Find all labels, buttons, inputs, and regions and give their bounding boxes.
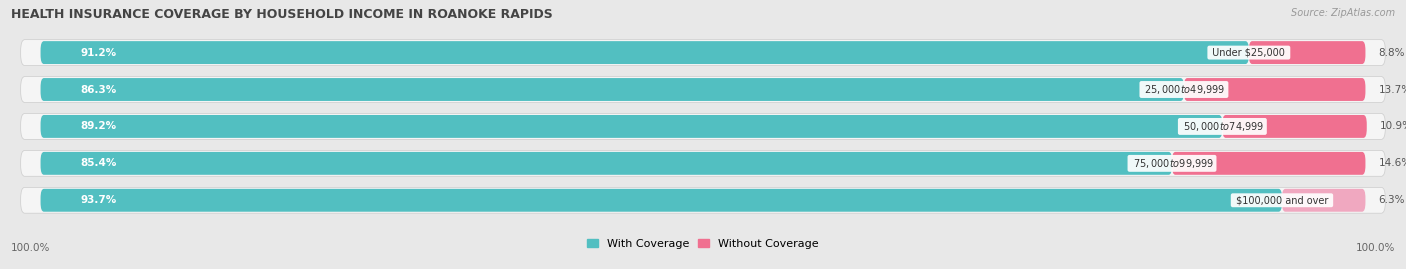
FancyBboxPatch shape bbox=[1222, 115, 1367, 138]
FancyBboxPatch shape bbox=[21, 150, 1385, 176]
Legend: With Coverage, Without Coverage: With Coverage, Without Coverage bbox=[588, 239, 818, 249]
Text: 91.2%: 91.2% bbox=[80, 48, 117, 58]
Text: 89.2%: 89.2% bbox=[80, 121, 117, 132]
Text: 86.3%: 86.3% bbox=[80, 84, 117, 94]
Text: $25,000 to $49,999: $25,000 to $49,999 bbox=[1142, 83, 1226, 96]
FancyBboxPatch shape bbox=[21, 114, 1385, 139]
FancyBboxPatch shape bbox=[41, 115, 1222, 138]
FancyBboxPatch shape bbox=[41, 152, 1173, 175]
Text: HEALTH INSURANCE COVERAGE BY HOUSEHOLD INCOME IN ROANOKE RAPIDS: HEALTH INSURANCE COVERAGE BY HOUSEHOLD I… bbox=[11, 8, 553, 21]
FancyBboxPatch shape bbox=[41, 189, 1282, 212]
Text: $100,000 and over: $100,000 and over bbox=[1233, 195, 1331, 205]
Text: 100.0%: 100.0% bbox=[11, 243, 51, 253]
Text: 100.0%: 100.0% bbox=[1355, 243, 1395, 253]
Text: 85.4%: 85.4% bbox=[80, 158, 117, 168]
FancyBboxPatch shape bbox=[21, 77, 1385, 102]
FancyBboxPatch shape bbox=[21, 40, 1385, 66]
FancyBboxPatch shape bbox=[1282, 189, 1365, 212]
FancyBboxPatch shape bbox=[1249, 41, 1365, 64]
FancyBboxPatch shape bbox=[21, 187, 1385, 213]
FancyBboxPatch shape bbox=[1184, 78, 1365, 101]
Text: 6.3%: 6.3% bbox=[1379, 195, 1405, 205]
FancyBboxPatch shape bbox=[41, 41, 1249, 64]
FancyBboxPatch shape bbox=[1173, 152, 1365, 175]
Text: 10.9%: 10.9% bbox=[1381, 121, 1406, 132]
FancyBboxPatch shape bbox=[41, 78, 1184, 101]
Text: 93.7%: 93.7% bbox=[80, 195, 117, 205]
Text: 13.7%: 13.7% bbox=[1379, 84, 1406, 94]
Text: $50,000 to $74,999: $50,000 to $74,999 bbox=[1180, 120, 1265, 133]
Text: Under $25,000: Under $25,000 bbox=[1209, 48, 1288, 58]
Text: 8.8%: 8.8% bbox=[1379, 48, 1405, 58]
Text: Source: ZipAtlas.com: Source: ZipAtlas.com bbox=[1291, 8, 1395, 18]
Text: $75,000 to $99,999: $75,000 to $99,999 bbox=[1129, 157, 1215, 170]
Text: 14.6%: 14.6% bbox=[1379, 158, 1406, 168]
